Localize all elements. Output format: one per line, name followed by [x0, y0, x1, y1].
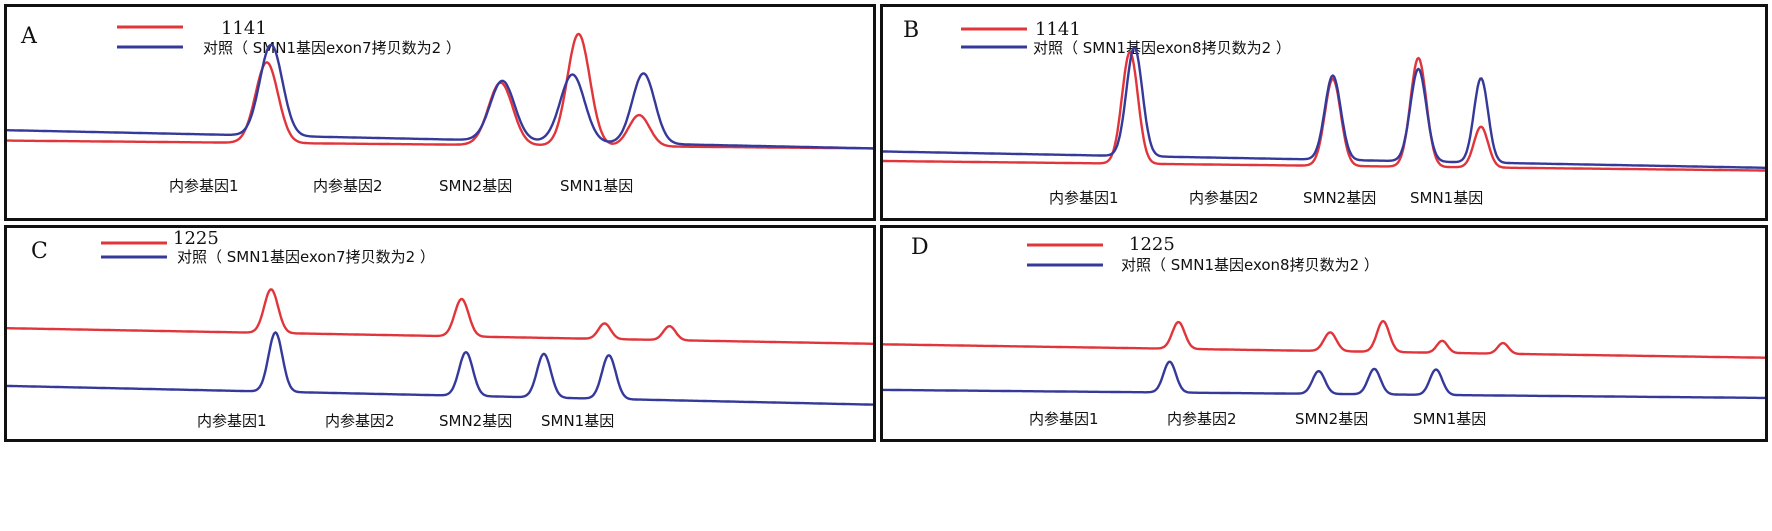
chart-d: D 1225 对照（ SMN1基因exon8拷贝数为2 ） 内参基因1 内参基因… — [883, 234, 1765, 428]
chart-a: A 1141 对照（ SMN1基因exon7拷贝数为2 ） 内参基因1 内参基因… — [7, 18, 873, 195]
panel-c: C 1225 对照（ SMN1基因exon7拷贝数为2 ） 内参基因1 内参基因… — [4, 225, 876, 442]
trace-a-sample — [7, 32, 873, 150]
peak-label-smn1: SMN1基因 — [1413, 410, 1486, 428]
legend-label-control-a: 对照（ SMN1基因exon7拷贝数为2 ） — [203, 39, 461, 57]
panel-label-d: D — [911, 235, 929, 260]
peak-label-smn1: SMN1基因 — [1410, 189, 1483, 207]
peak-label-smn2: SMN2基因 — [1303, 189, 1376, 207]
plot-area-b — [883, 46, 1765, 172]
legend-label-control-d: 对照（ SMN1基因exon8拷贝数为2 ） — [1121, 256, 1379, 274]
panel-label-b: B — [903, 18, 919, 43]
panel-b: B 1141 对照（ SMN1基因exon8拷贝数为2 ） 内参基因1 内参基因… — [880, 4, 1768, 221]
trace-b-control — [883, 46, 1765, 169]
plot-area-c — [7, 288, 873, 406]
peak-label-internal-ref-1: 内参基因1 — [1029, 410, 1099, 428]
plot-area-d — [883, 319, 1765, 400]
legend-label-sample-b: 1141 — [1035, 19, 1081, 40]
trace-c-sample — [7, 288, 873, 345]
trace-d-sample — [883, 319, 1765, 359]
legend-label-sample-a: 1141 — [221, 18, 267, 39]
peak-label-smn2: SMN2基因 — [439, 177, 512, 195]
panel-label-c: C — [31, 239, 48, 264]
chart-b: B 1141 对照（ SMN1基因exon8拷贝数为2 ） 内参基因1 内参基因… — [883, 18, 1765, 207]
trace-a-control — [7, 43, 873, 150]
peak-label-smn2: SMN2基因 — [439, 412, 512, 430]
legend-label-control-b: 对照（ SMN1基因exon8拷贝数为2 ） — [1033, 39, 1291, 57]
plot-area-a — [7, 32, 873, 150]
peak-label-smn1: SMN1基因 — [541, 412, 614, 430]
panel-a: A 1141 对照（ SMN1基因exon7拷贝数为2 ） 内参基因1 内参基因… — [4, 4, 876, 221]
peak-label-internal-ref-1: 内参基因1 — [169, 177, 239, 195]
peak-label-internal-ref-2: 内参基因2 — [1189, 189, 1259, 207]
legend-label-sample-d: 1225 — [1129, 234, 1175, 255]
panel-d: D 1225 对照（ SMN1基因exon8拷贝数为2 ） 内参基因1 内参基因… — [880, 225, 1768, 442]
peak-label-internal-ref-1: 内参基因1 — [197, 412, 267, 430]
legend-label-sample-c: 1225 — [173, 228, 219, 249]
peak-label-smn1: SMN1基因 — [560, 177, 633, 195]
peak-label-internal-ref-2: 内参基因2 — [1167, 410, 1237, 428]
legend-label-control-c: 对照（ SMN1基因exon7拷贝数为2 ） — [177, 248, 435, 266]
chart-c: C 1225 对照（ SMN1基因exon7拷贝数为2 ） 内参基因1 内参基因… — [7, 228, 873, 430]
trace-d-control — [883, 360, 1765, 400]
trace-c-control — [7, 331, 873, 406]
peak-label-internal-ref-2: 内参基因2 — [313, 177, 383, 195]
peak-label-internal-ref-2: 内参基因2 — [325, 412, 395, 430]
peak-label-internal-ref-1: 内参基因1 — [1049, 189, 1119, 207]
peak-label-smn2: SMN2基因 — [1295, 410, 1368, 428]
panel-label-a: A — [20, 24, 38, 49]
